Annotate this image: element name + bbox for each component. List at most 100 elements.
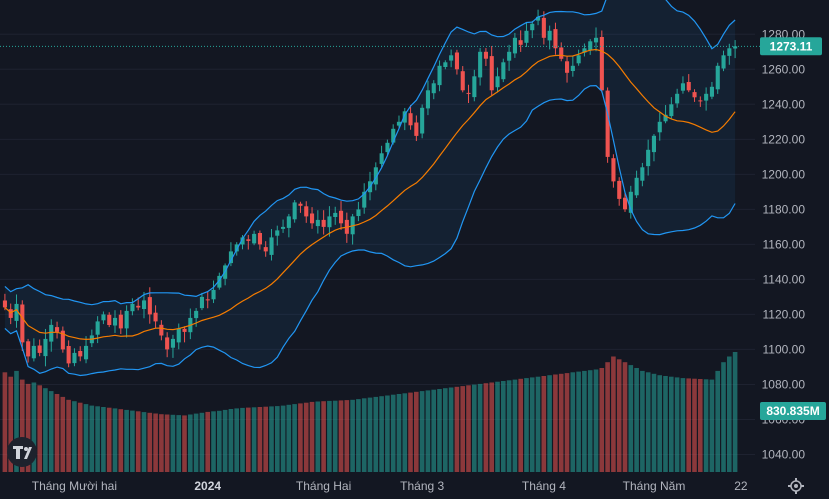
candle <box>176 323 181 350</box>
volume-bar <box>680 378 686 472</box>
volume-bar <box>587 370 593 472</box>
candle <box>26 338 31 363</box>
volume-bar <box>443 388 448 472</box>
volume-bar <box>246 407 251 472</box>
candle <box>663 105 668 124</box>
candle <box>362 183 367 214</box>
candle <box>582 43 587 57</box>
volume-bar <box>402 393 408 472</box>
candle <box>727 43 732 65</box>
x-tick-label: 2024 <box>194 479 221 493</box>
volume-bar <box>135 411 141 472</box>
volume-bar <box>466 385 471 472</box>
candle <box>657 112 662 141</box>
volume-bar <box>483 383 489 472</box>
volume-bar <box>721 362 726 472</box>
candle <box>483 48 488 67</box>
candle <box>646 139 651 176</box>
volume-bar <box>414 391 419 472</box>
volume-bar <box>663 376 668 472</box>
candle <box>501 58 506 83</box>
candle <box>246 234 251 250</box>
settings-gear-icon[interactable] <box>788 478 804 494</box>
volume-bar <box>593 369 599 472</box>
candle <box>669 97 674 119</box>
volume-bar <box>373 396 379 472</box>
candle <box>49 319 54 352</box>
y-tick-label: 1120.00 <box>763 307 806 321</box>
candle <box>211 280 216 304</box>
volume-bar <box>564 373 570 472</box>
candle <box>165 332 170 358</box>
candle <box>431 80 436 100</box>
volume-bar <box>101 407 106 472</box>
volume-bar <box>89 405 95 472</box>
volume-bar <box>205 411 210 472</box>
volume-bar <box>657 375 662 472</box>
volume-bar <box>48 391 54 472</box>
volume-bar <box>622 362 628 472</box>
candle <box>257 230 262 250</box>
volume-bar <box>303 402 309 472</box>
volume-bar <box>408 392 413 472</box>
candle <box>228 242 233 267</box>
candle <box>524 22 529 47</box>
candle <box>559 42 564 62</box>
volume-bar <box>315 401 321 472</box>
volume-bar <box>332 400 338 472</box>
candle <box>721 50 726 72</box>
volume-bar <box>529 377 535 472</box>
volume-bar <box>535 376 541 472</box>
volume-bar <box>188 414 193 472</box>
candle <box>466 84 471 103</box>
volume-bar <box>60 396 66 472</box>
volume-bar <box>77 402 83 472</box>
candle <box>130 298 135 316</box>
volume-bar <box>182 415 187 472</box>
volume-bar <box>298 403 303 472</box>
volume-bar <box>112 408 118 472</box>
volume-bar <box>419 391 425 472</box>
volume-bar <box>14 370 19 472</box>
candle <box>698 96 703 107</box>
candle <box>628 185 633 219</box>
candle <box>8 303 13 325</box>
y-tick-label: 1180.00 <box>763 202 806 216</box>
volume-bar <box>2 372 8 472</box>
y-tick-label: 1200.00 <box>762 167 806 181</box>
volume-bar <box>732 352 738 472</box>
volume-bar <box>280 405 286 472</box>
volume-bar <box>524 378 529 472</box>
volume-bar <box>553 374 558 472</box>
candle <box>402 107 407 131</box>
volume-bar <box>576 371 581 472</box>
volume-bar <box>698 379 703 472</box>
bollinger-basis-line <box>4 48 736 341</box>
volume-bar <box>31 382 37 472</box>
volume-bar <box>599 368 605 472</box>
tradingview-logo[interactable] <box>7 437 37 467</box>
candle <box>124 305 129 338</box>
volume-bar <box>686 378 691 472</box>
y-tick-label: 1220.00 <box>762 132 806 146</box>
candle <box>60 326 65 353</box>
candle <box>623 191 628 212</box>
volume-bar <box>222 409 228 472</box>
candle <box>420 104 425 139</box>
volume-bar <box>309 401 315 472</box>
candle <box>611 154 616 188</box>
candle <box>437 60 442 92</box>
volume-bar <box>164 414 170 472</box>
candle <box>553 22 558 55</box>
candle <box>252 230 257 246</box>
volume-bar <box>379 396 384 472</box>
candle <box>182 326 187 343</box>
volume-bar <box>275 406 280 472</box>
volume-bar <box>385 395 390 472</box>
volume-bar <box>715 370 720 472</box>
bollinger-lower-line <box>4 84 736 377</box>
y-tick-label: 1160.00 <box>763 237 806 251</box>
volume-bar <box>8 376 13 472</box>
volume-bar <box>286 404 292 472</box>
